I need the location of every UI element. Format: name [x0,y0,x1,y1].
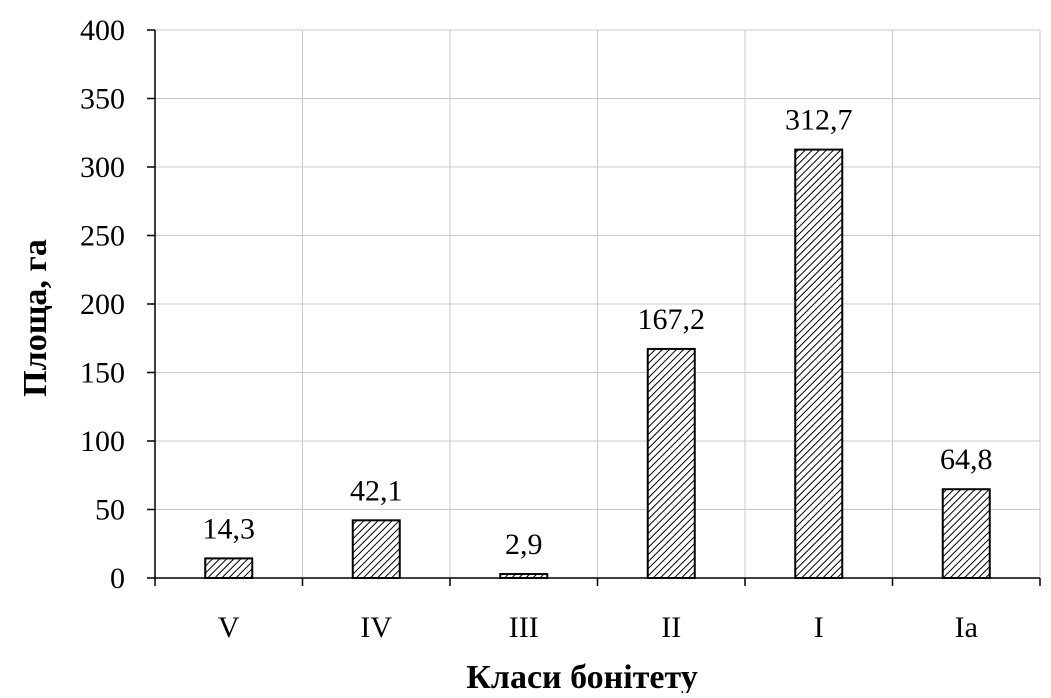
x-tick-label: Ia [955,611,978,644]
y-tick-label: 150 [80,357,125,390]
data-label: 64,8 [940,443,993,476]
bar [204,557,254,579]
x-tick-label: II [661,611,681,644]
bar [646,347,696,579]
y-tick-label: 200 [80,288,125,321]
data-label: 2,9 [505,528,543,561]
data-label: 42,1 [350,474,403,507]
x-tick-label: III [509,611,539,644]
axes [147,29,1041,586]
y-tick-label: 50 [95,494,125,527]
data-label: 14,3 [203,512,256,545]
bar [941,488,991,579]
bar [794,148,844,579]
labels: 05010015020025030035040014,3V42,1IV2,9II… [80,14,993,644]
y-tick-label: 100 [80,425,125,458]
y-tick-label: 0 [110,562,125,595]
bar [499,573,549,579]
y-tick-label: 300 [80,151,125,184]
x-axis-title: Класи бонітету [466,659,698,693]
y-tick-label: 250 [80,220,125,253]
x-tick-label: IV [360,611,392,644]
bar [351,519,401,579]
x-tick-label: V [218,611,240,644]
y-axis-title: Площа, га [17,239,54,397]
grid-lines [155,29,1041,578]
data-label: 167,2 [638,303,706,336]
x-tick-label: I [814,611,824,644]
data-label: 312,7 [785,104,853,137]
bars [204,148,991,579]
y-tick-label: 400 [80,14,125,47]
y-tick-label: 350 [80,83,125,116]
